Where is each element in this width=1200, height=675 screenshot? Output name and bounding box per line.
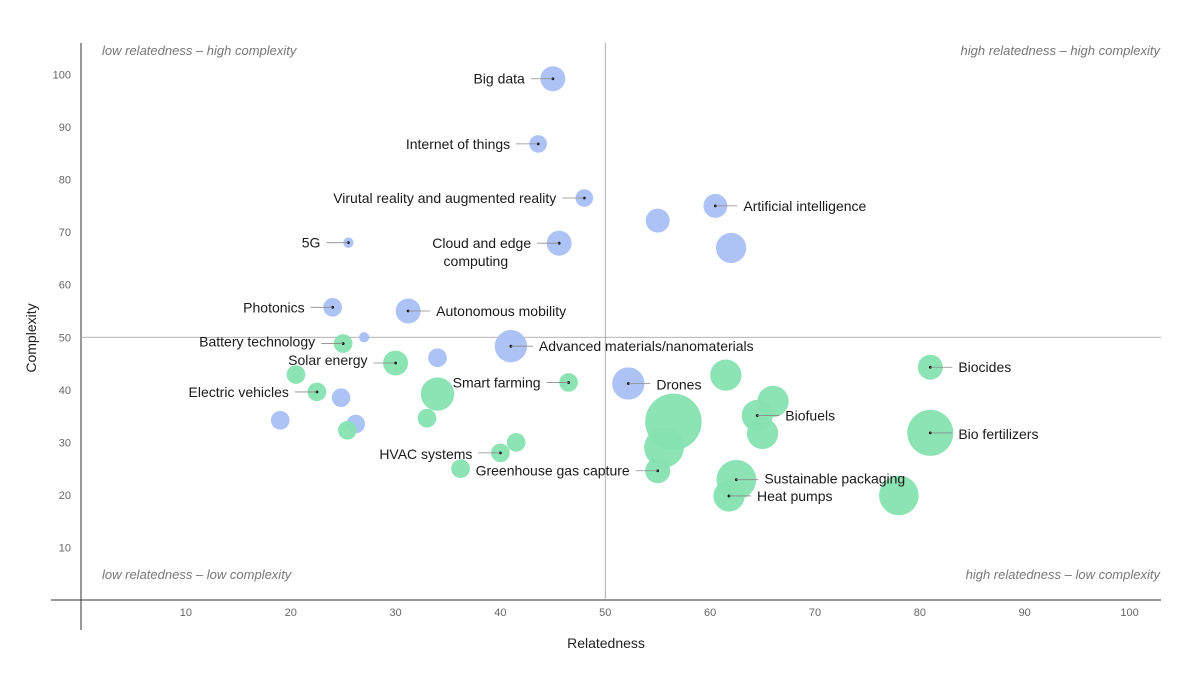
bubble-label: Electric vehicles [189, 384, 289, 400]
x-axis-title: Relatedness [567, 635, 645, 651]
bubble-label: Bio fertilizers [958, 426, 1038, 442]
quadrant-label-bottom-left: low relatedness – low complexity [102, 567, 293, 582]
chart-frame: 10 20 30 40 50 60 70 80 90 100 10 20 30 40 50 60 70 80 90 1… [51, 43, 1161, 630]
y-tick-label: 40 [59, 385, 71, 397]
bubble-digital [645, 208, 670, 233]
bubble-digital [358, 332, 370, 343]
bubble-digital [331, 388, 351, 408]
bubble-label: Drones [656, 377, 701, 393]
x-tick-label: 50 [599, 607, 611, 619]
bubble-label: Artificial intelligence [743, 198, 866, 214]
bubble-label: Photonics [243, 299, 304, 315]
bubble-label: Autonomous mobility [436, 303, 566, 319]
bubble-label: Biocides [958, 359, 1011, 375]
bubble-green [879, 475, 919, 516]
quadrant-label-bottom-right: high relatedness – low complexity [966, 567, 1162, 582]
bubble-label: Big data [473, 71, 525, 87]
bubble-label: Smart farming [453, 374, 541, 390]
x-tick-label: 30 [389, 607, 401, 619]
y-tick-label: 50 [59, 332, 71, 344]
bubble-green [337, 420, 357, 440]
x-tick-label: 70 [809, 607, 821, 619]
x-tick-label: 20 [285, 607, 297, 619]
bubble-label: Biofuels [785, 408, 835, 424]
bubble-center-dot [928, 431, 932, 435]
bubble-label: Solar energy [288, 352, 367, 368]
bubble-label: Cloud and edge computing [432, 235, 531, 269]
bubble-green [506, 433, 526, 452]
x-tick-label: 40 [494, 607, 506, 619]
bubble-green [286, 365, 306, 384]
bubble-digital [270, 410, 290, 430]
bubble-label: HVAC systems [379, 446, 472, 462]
y-tick-label: 90 [59, 122, 71, 134]
bubble-center-dot [713, 204, 717, 208]
bubble-green [710, 359, 742, 391]
bubble-green [420, 377, 455, 411]
y-tick-label: 30 [59, 437, 71, 449]
bubble-center-dot [734, 478, 738, 482]
x-tick-label: 10 [180, 607, 192, 619]
bubble-green [451, 459, 470, 478]
bubble-label: Internet of things [406, 136, 510, 152]
bubble-center-dot [626, 382, 630, 385]
y-tick-label: 10 [59, 542, 71, 554]
bubble-label: Sustainable packaging [764, 471, 905, 487]
bubble-label: Heat pumps [757, 488, 832, 504]
y-tick-label: 20 [59, 490, 71, 502]
bubble-label: 5G [302, 235, 321, 251]
y-axis-title: Complexity [23, 303, 39, 372]
bubble-label: Greenhouse gas capture [476, 463, 630, 479]
x-tick-label: 90 [1019, 607, 1031, 619]
bubble-green [746, 417, 779, 450]
bubble-digital [428, 348, 447, 368]
quadrant-label-top-right: high relatedness – high complexity [961, 43, 1162, 58]
bubble-green [644, 427, 684, 468]
y-tick-label: 100 [53, 70, 71, 82]
bubble-label: Battery technology [199, 334, 315, 350]
x-tick-label: 100 [1120, 607, 1138, 619]
bubble-label: Virutal reality and augmented reality [333, 190, 556, 206]
y-tick-label: 80 [59, 175, 71, 187]
label-layer: Big data Internet of things Virutal realit… [189, 71, 1039, 504]
x-tick-label: 80 [914, 607, 926, 619]
bubble-digital [715, 232, 747, 264]
bubble-green [417, 408, 437, 428]
quadrant-label-top-left: low relatedness – high complexity [102, 43, 298, 58]
y-tick-label: 70 [59, 227, 71, 239]
bubble-label: Advanced materials/nanomaterials [539, 338, 754, 354]
y-tick-label: 60 [59, 280, 71, 292]
x-tick-label: 60 [704, 607, 716, 619]
bubble-center-dot [928, 365, 932, 369]
